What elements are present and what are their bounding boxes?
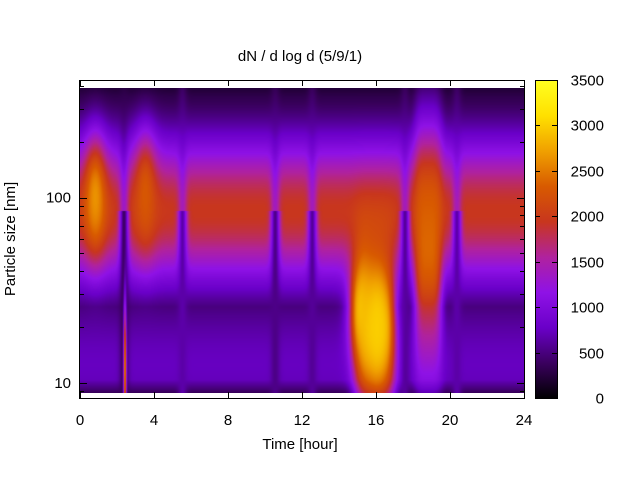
colorbar-tick-label: 3000 [571, 118, 604, 135]
colorbar-tick-label: 1500 [571, 255, 604, 272]
y-tick-label: 10 [54, 375, 71, 392]
colorbar-tick-label: 0 [596, 391, 604, 408]
colorbar-tick-label: 500 [579, 346, 604, 363]
colorbar-tick-label: 2000 [571, 209, 604, 226]
colorbar-tick-label: 3500 [571, 73, 604, 90]
x-tick-label: 0 [76, 412, 84, 429]
x-tick-label: 24 [516, 412, 533, 429]
x-tick-label: 20 [442, 412, 459, 429]
colorbar-tick-label: 1000 [571, 300, 604, 317]
x-axis-ticks: 0 4 8 12 16 20 24 [76, 80, 533, 429]
x-tick-label: 4 [150, 412, 158, 429]
y-axis-ticks: 10 100 [46, 86, 524, 392]
x-tick-label: 12 [294, 412, 311, 429]
colorbar-tick-label: 2500 [571, 164, 604, 181]
x-tick-label: 8 [224, 412, 232, 429]
x-axis-label: Time [hour] [262, 436, 337, 453]
colorbar [535, 80, 558, 399]
chart-title: dN / d log d (5/9/1) [238, 48, 362, 65]
heatmap-image [80, 88, 525, 393]
y-axis-label: Particle size [nm] [2, 182, 19, 296]
x-tick-label: 16 [368, 412, 385, 429]
colorbar-ticks: 0 500 1000 1500 2000 2500 3000 3500 [535, 73, 604, 408]
y-tick-label: 100 [46, 190, 71, 207]
